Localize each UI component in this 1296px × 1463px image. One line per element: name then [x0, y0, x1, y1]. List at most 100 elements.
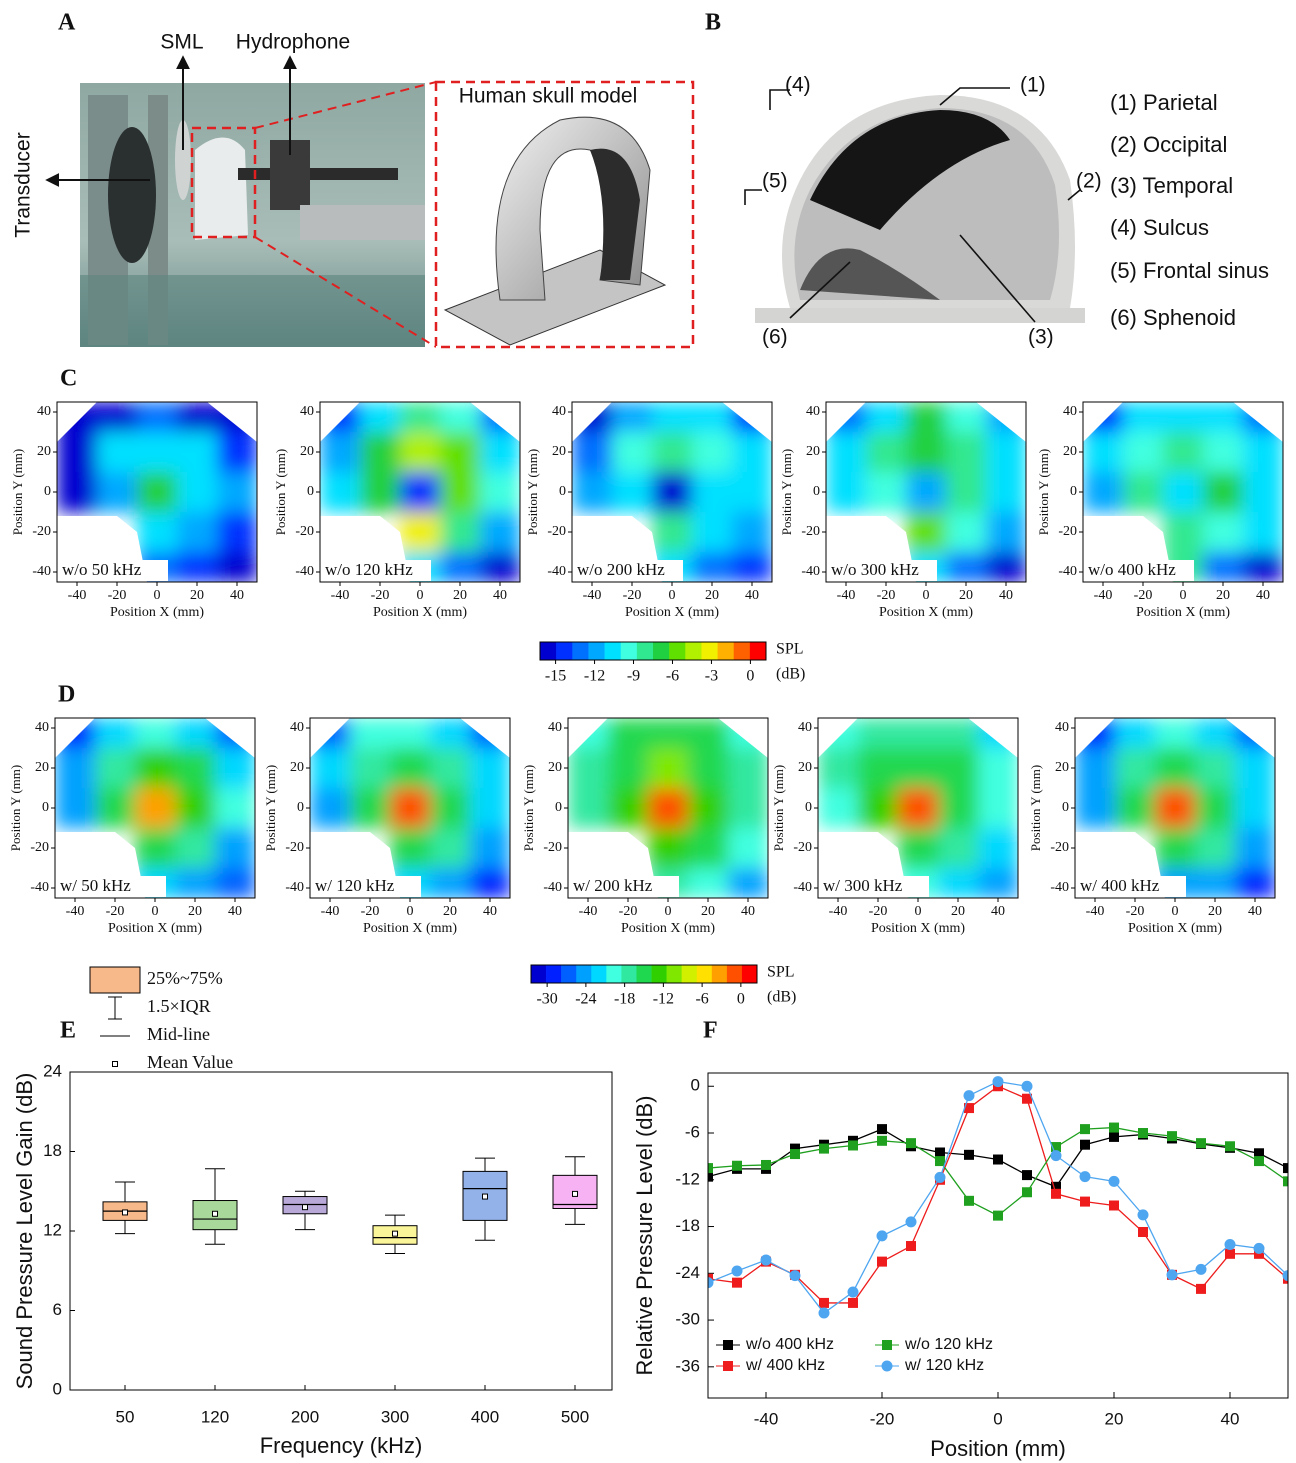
point	[732, 1265, 743, 1276]
y-tick-label: -40	[793, 880, 812, 895]
field-cell	[215, 868, 256, 899]
point	[1225, 1141, 1235, 1151]
field-cell	[568, 718, 609, 749]
field-cell	[177, 402, 218, 433]
y-tick-label: -36	[675, 1356, 700, 1375]
point	[1051, 1189, 1061, 1199]
colorbar-swatch	[605, 642, 621, 660]
annotation: w/o 300 kHz	[831, 560, 919, 579]
legend-item: (4) Sulcus	[1110, 215, 1209, 240]
field-cell	[826, 402, 867, 433]
colorbar-swatch	[718, 642, 734, 660]
field-cell	[310, 788, 351, 829]
point	[848, 1140, 858, 1150]
y-axis-label: Position Y (mm)	[10, 449, 25, 535]
y-tick-label: -20	[1050, 840, 1069, 855]
y-axis-label: Position Y (mm)	[1036, 449, 1051, 535]
field-cell	[95, 788, 136, 829]
field-cell	[572, 432, 613, 473]
y-tick-label: -6	[685, 1122, 700, 1141]
point	[732, 1278, 742, 1288]
field-cell	[175, 868, 216, 899]
x-tick-label: 40	[1248, 904, 1262, 919]
colorbar-tick-label: -30	[536, 991, 557, 1008]
field-cell	[692, 432, 733, 473]
x-tick-label: 0	[1172, 904, 1179, 919]
point	[906, 1216, 917, 1227]
colorbar-tick-label: -3	[705, 668, 718, 685]
field-cell	[688, 718, 729, 749]
mean	[213, 1211, 218, 1216]
x-tick-label: 0	[407, 904, 414, 919]
x-tick-label: 20	[190, 588, 204, 603]
x-tick-label: 0	[915, 904, 922, 919]
y-tick-label: 40	[37, 404, 51, 419]
point	[877, 1136, 887, 1146]
x-tick-label: 20	[705, 588, 719, 603]
colorbar-tick-label: -6	[695, 991, 708, 1008]
rail	[300, 205, 425, 240]
y-tick-label: -18	[675, 1216, 700, 1235]
field-cell	[652, 512, 693, 553]
field-cell	[440, 512, 481, 553]
field-cell	[55, 788, 96, 829]
x-axis-label: Position X (mm)	[621, 921, 715, 936]
field-cell	[688, 828, 729, 869]
colorbar-swatch	[576, 965, 591, 983]
field-cell	[360, 402, 401, 433]
field-cell	[470, 748, 511, 789]
field-cell	[1243, 432, 1284, 473]
x-tick-label: 40	[1256, 588, 1270, 603]
point	[790, 1270, 801, 1281]
field	[55, 718, 256, 899]
x-tick-label: 0	[1180, 588, 1187, 603]
field-cell	[1195, 868, 1236, 899]
field-cell	[1115, 718, 1156, 749]
field-cell	[430, 718, 471, 749]
field-cell	[137, 472, 178, 513]
field-cell	[652, 432, 693, 473]
point	[993, 1155, 1003, 1165]
field-clip	[826, 402, 1027, 583]
y-tick-label: -20	[547, 524, 566, 539]
field-clip	[572, 402, 773, 583]
field-cell	[350, 788, 391, 829]
y-axis-label: Position Y (mm)	[8, 765, 23, 851]
field-cell	[55, 748, 96, 789]
field-cell	[986, 552, 1027, 583]
point	[906, 1241, 916, 1251]
field-cell	[440, 432, 481, 473]
field-cell	[400, 512, 441, 553]
field-cell	[1195, 828, 1236, 869]
tank-floor	[80, 275, 425, 347]
x-tick-label: -20	[623, 588, 642, 603]
panel-label: C	[60, 366, 77, 392]
x-tick-label: -40	[754, 1409, 779, 1428]
x-axis-label: Position X (mm)	[373, 605, 467, 620]
x-tick-label: -20	[108, 588, 127, 603]
field-cell	[938, 718, 979, 749]
contour-map	[55, 718, 256, 899]
colorbar-tick-label: 0	[746, 668, 754, 685]
colorbar-tick-label: -6	[666, 668, 679, 685]
field-cell	[938, 748, 979, 789]
field-cell	[688, 868, 729, 899]
y-tick-label: 40	[806, 404, 820, 419]
field-cell	[135, 748, 176, 789]
field-cell	[1163, 432, 1204, 473]
field-cell	[946, 552, 987, 583]
field-cell	[1243, 552, 1284, 583]
field-cell	[135, 828, 176, 869]
x-tick-label: 40	[230, 588, 244, 603]
mean	[393, 1231, 398, 1236]
skull-sample	[195, 138, 248, 241]
field-cell	[572, 402, 613, 433]
field-cell	[430, 828, 471, 869]
field-cell	[1123, 472, 1164, 513]
point	[1080, 1171, 1091, 1182]
point	[1051, 1150, 1062, 1161]
field-cell	[217, 432, 258, 473]
colorbar-tick-label: -9	[627, 668, 640, 685]
field-cell	[217, 512, 258, 553]
field-cell	[137, 402, 178, 433]
